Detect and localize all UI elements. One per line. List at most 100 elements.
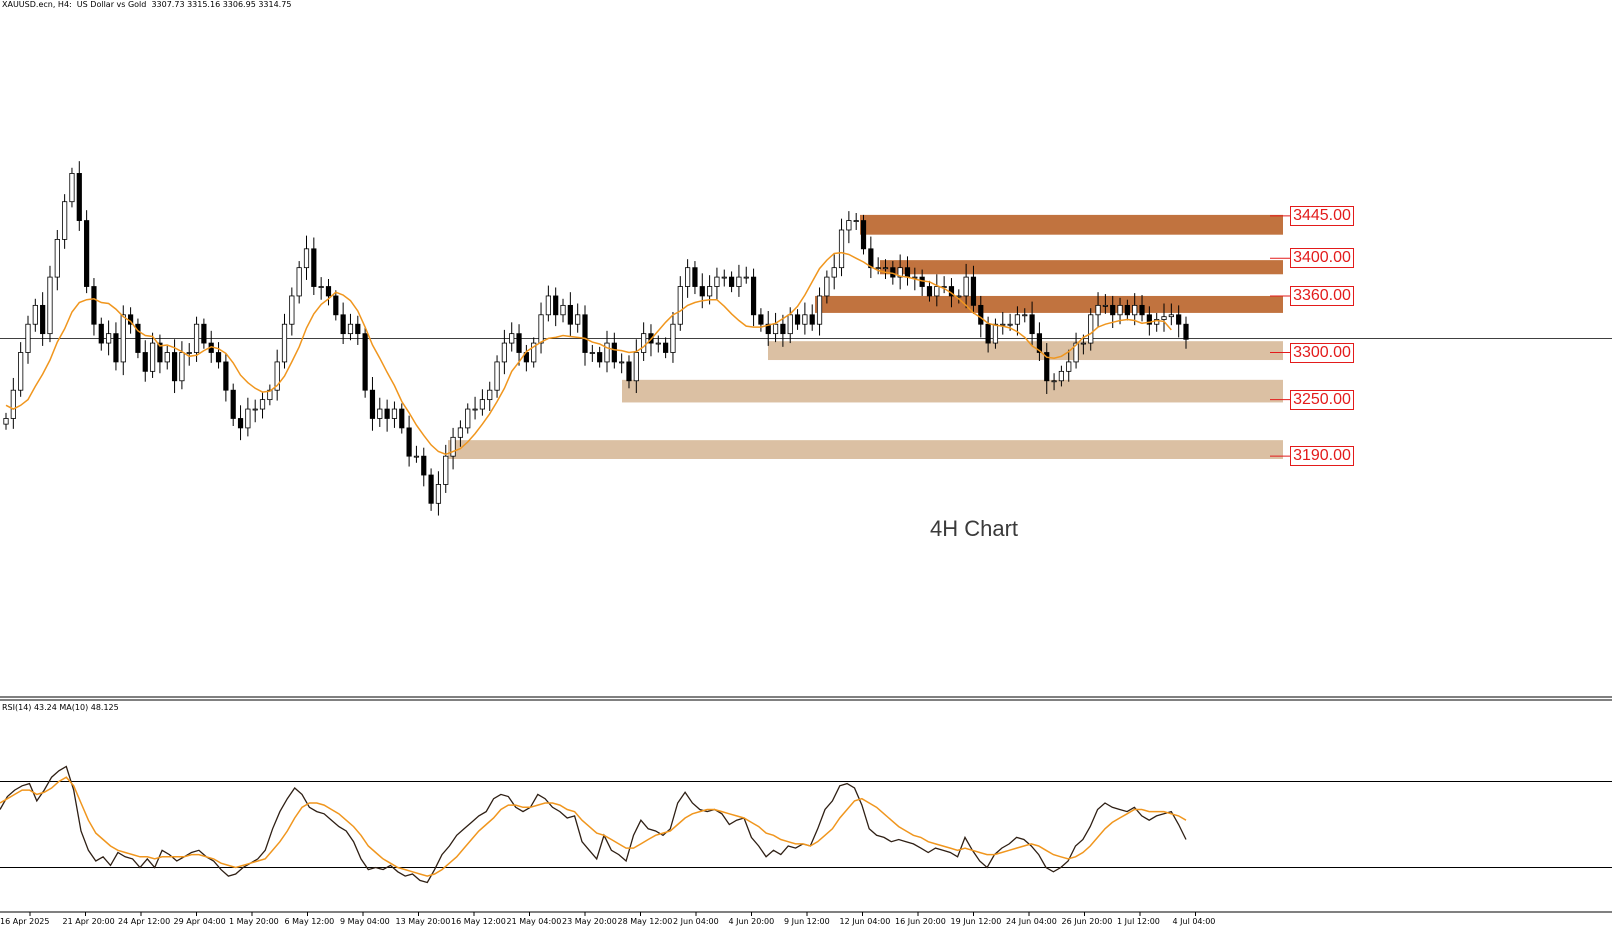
- candle-body: [1183, 323, 1189, 340]
- candle-body: [802, 314, 808, 325]
- candle-body: [1022, 314, 1028, 317]
- candle-body: [223, 361, 229, 391]
- candle-body: [824, 276, 830, 297]
- x-tick-label: 9 May 04:00: [340, 917, 390, 926]
- candle-body: [787, 314, 793, 335]
- candle-body: [237, 418, 244, 429]
- candle-body: [311, 248, 317, 287]
- candle-body: [1051, 380, 1057, 383]
- candle-body: [413, 455, 420, 458]
- candle-body: [978, 304, 984, 325]
- candle-body: [560, 304, 566, 316]
- candle-body: [325, 286, 332, 297]
- candle-body: [157, 342, 163, 363]
- candle-body: [809, 314, 815, 325]
- candle-body: [40, 304, 46, 335]
- candle-body: [714, 276, 720, 287]
- candle-body: [113, 333, 119, 363]
- candle-body: [1110, 304, 1116, 316]
- x-tick-label: 1 May 20:00: [229, 917, 279, 926]
- x-tick-label: 1 Jul 12:00: [1117, 917, 1160, 926]
- candle-body: [303, 248, 310, 269]
- candle-body: [1095, 304, 1101, 316]
- zone-3250-00: [622, 379, 1283, 403]
- x-tick-label: 24 Jun 04:00: [1006, 917, 1057, 926]
- x-tick-label: 4 Jul 04:00: [1172, 917, 1216, 926]
- candle-body: [421, 455, 427, 476]
- level-label-3360-00: 3360.00: [1290, 285, 1354, 306]
- candle-body: [164, 352, 170, 363]
- candle-body: [1176, 314, 1182, 325]
- candle-body: [538, 314, 544, 344]
- candle-body: [846, 220, 852, 231]
- candle-body: [54, 238, 60, 278]
- candle-body: [707, 286, 713, 297]
- candle-body: [1014, 314, 1021, 325]
- candle-body: [142, 352, 148, 372]
- candle-body: [362, 333, 368, 391]
- candle-body: [1073, 342, 1079, 363]
- x-tick-label: 16 Jun 20:00: [895, 917, 946, 926]
- candle-body: [912, 276, 918, 279]
- x-tick-label: 16 Apr 2025: [0, 917, 50, 926]
- candle-body: [655, 342, 661, 345]
- candle-body: [882, 267, 889, 270]
- x-tick-label: 28 May 12:00: [617, 917, 673, 926]
- x-tick-label: 13 May 20:00: [395, 917, 451, 926]
- candle-body: [479, 399, 485, 410]
- candle-body: [904, 267, 911, 278]
- candle-body: [281, 323, 288, 363]
- candle-body: [794, 314, 801, 325]
- candle-body: [743, 276, 749, 279]
- candle-body: [772, 323, 779, 335]
- candle-body: [597, 352, 603, 363]
- zone-3360-00: [815, 295, 1283, 313]
- candle-body: [201, 323, 207, 344]
- candle-body: [1080, 342, 1086, 345]
- candle-body: [472, 408, 478, 411]
- candle-body: [106, 333, 112, 344]
- x-tick-label: 12 Jun 04:00: [839, 917, 891, 926]
- candle-body: [1139, 304, 1145, 316]
- x-tick-label: 16 May 12:00: [451, 917, 506, 926]
- candle-body: [985, 323, 991, 344]
- candle-body: [604, 342, 610, 363]
- candle-body: [10, 389, 16, 419]
- candle-body: [831, 267, 837, 278]
- candle-body: [1161, 316, 1167, 320]
- candle-body: [1058, 370, 1065, 382]
- candle-body: [450, 436, 456, 457]
- candle-body: [1132, 304, 1138, 316]
- candle-body: [171, 352, 178, 382]
- candle-body: [545, 295, 551, 316]
- candle-body: [406, 427, 412, 457]
- candle-body: [816, 295, 823, 325]
- candle-body: [970, 276, 977, 306]
- candle-body: [1154, 319, 1160, 325]
- candle-body: [494, 361, 500, 391]
- candle-body: [333, 295, 339, 316]
- candle-body: [32, 304, 38, 325]
- x-tick-label: 29 Apr 04:00: [173, 917, 226, 926]
- candle-body: [435, 484, 442, 504]
- x-tick-label: 21 May 04:00: [506, 917, 562, 926]
- candle-body: [1044, 352, 1050, 382]
- candle-body: [699, 286, 705, 297]
- candle-body: [47, 276, 53, 335]
- candle-body: [69, 173, 75, 203]
- x-tick-label: 19 Jun 12:00: [950, 917, 1002, 926]
- candle-body: [487, 389, 493, 401]
- candle-body: [897, 267, 903, 278]
- candle-body: [1029, 314, 1035, 335]
- candle-body: [619, 361, 625, 364]
- candle-body: [509, 333, 515, 344]
- candle-body: [934, 286, 940, 297]
- candle-body: [633, 352, 639, 382]
- candle-body: [135, 323, 141, 353]
- candle-body: [252, 408, 258, 411]
- zone-3400-00: [880, 260, 1283, 275]
- chart-caption: 4H Chart: [930, 516, 1019, 541]
- candle-body: [501, 342, 507, 363]
- candle-body: [663, 342, 669, 353]
